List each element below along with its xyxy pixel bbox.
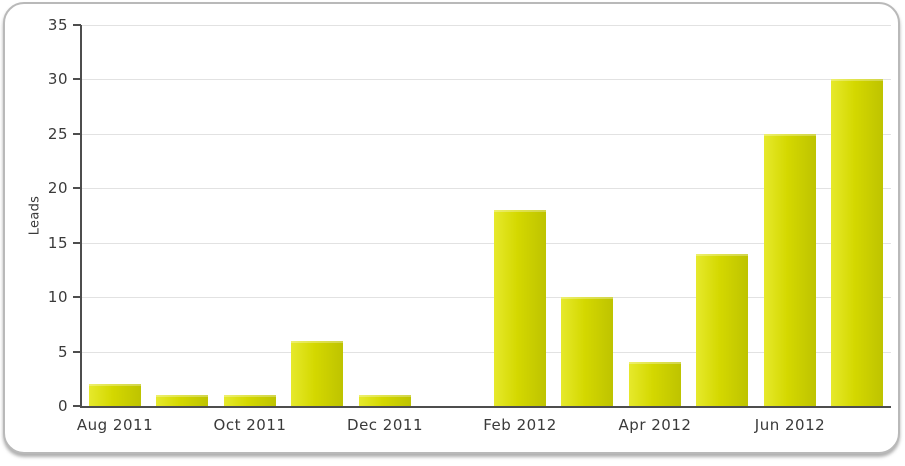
y-axis-tick — [73, 133, 81, 135]
chart-panel: Leads 0 5 10 15 20 25 30 35 Aug 2011 Oct 2011 Dec … — [3, 2, 900, 454]
y-tick-label: 30 — [47, 70, 68, 88]
bar — [831, 79, 883, 406]
x-tick-label: Oct 2011 — [213, 416, 287, 434]
y-axis-tick — [73, 405, 81, 407]
gridline — [82, 243, 891, 244]
plot-area: 0 5 10 15 20 25 30 35 Aug 2011 Oct 2011 Dec 2011 Fe… — [5, 4, 898, 452]
bar — [561, 297, 613, 406]
y-tick-label: 15 — [47, 234, 68, 252]
gridline — [82, 79, 891, 80]
x-tick-label: Jun 2012 — [754, 416, 826, 434]
bar — [224, 395, 276, 406]
bar — [156, 395, 208, 406]
y-tick-label: 10 — [47, 288, 68, 306]
x-tick-label: Aug 2011 — [76, 416, 154, 434]
y-tick-label: 5 — [57, 343, 68, 361]
x-tick-label: Feb 2012 — [483, 416, 557, 434]
y-tick-label: 0 — [57, 397, 68, 415]
bar — [764, 134, 816, 406]
bar — [291, 341, 343, 406]
bar — [696, 254, 748, 406]
gridline — [82, 25, 891, 26]
gridline — [82, 352, 891, 353]
y-tick-label: 35 — [47, 16, 68, 34]
y-axis-tick — [73, 351, 81, 353]
y-axis-tick — [73, 296, 81, 298]
bar — [629, 362, 681, 406]
y-axis-tick — [73, 242, 81, 244]
bar — [89, 384, 141, 406]
x-tick-label: Dec 2011 — [347, 416, 423, 434]
gridline — [82, 134, 891, 135]
x-axis-line — [80, 406, 891, 408]
y-axis-tick — [73, 24, 81, 26]
y-tick-label: 25 — [47, 125, 68, 143]
bar — [494, 210, 546, 406]
y-axis-line — [80, 25, 82, 408]
y-axis-tick — [73, 78, 81, 80]
y-tick-label: 20 — [47, 179, 68, 197]
gridline — [82, 297, 891, 298]
x-tick-label: Apr 2012 — [618, 416, 692, 434]
y-axis-tick — [73, 187, 81, 189]
bar — [359, 395, 411, 406]
gridline — [82, 188, 891, 189]
